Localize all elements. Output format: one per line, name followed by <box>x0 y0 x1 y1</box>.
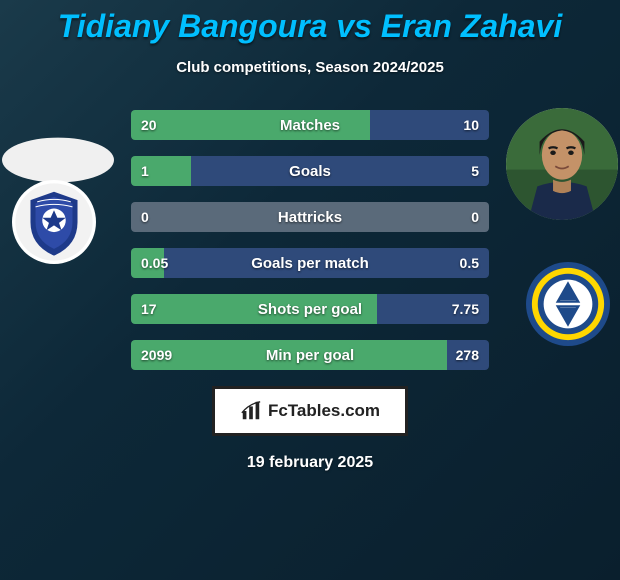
fctables-logo: FcTables.com <box>212 386 408 436</box>
stat-row: 2010Matches <box>131 110 489 140</box>
stat-row: 15Goals <box>131 156 489 186</box>
stat-row: 00Hattricks <box>131 202 489 232</box>
stat-row: 2099278Min per goal <box>131 340 489 370</box>
stat-label: Shots per goal <box>131 294 489 324</box>
comparison-content: 2010Matches 15Goals 00Hattricks 0.050.5Goal… <box>0 104 620 472</box>
club-right-logo <box>526 262 610 346</box>
comparison-subtitle: Club competitions, Season 2024/2025 <box>0 59 620 76</box>
club-left-logo <box>12 180 96 264</box>
stat-bars: 2010Matches 15Goals 00Hattricks 0.050.5Goal… <box>131 104 489 370</box>
stat-label: Goals per match <box>131 248 489 278</box>
stat-row: 0.050.5Goals per match <box>131 248 489 278</box>
player-right-avatar <box>506 108 618 220</box>
stat-label: Hattricks <box>131 202 489 232</box>
stat-label: Goals <box>131 156 489 186</box>
stat-row: 177.75Shots per goal <box>131 294 489 324</box>
comparison-date: 19 february 2025 <box>0 454 620 472</box>
stat-label: Matches <box>131 110 489 140</box>
stat-label: Min per goal <box>131 340 489 370</box>
comparison-title: Tidiany Bangoura vs Eran Zahavi <box>0 0 620 45</box>
player-left-avatar <box>2 138 114 183</box>
footer-logo-text: FcTables.com <box>268 401 380 421</box>
